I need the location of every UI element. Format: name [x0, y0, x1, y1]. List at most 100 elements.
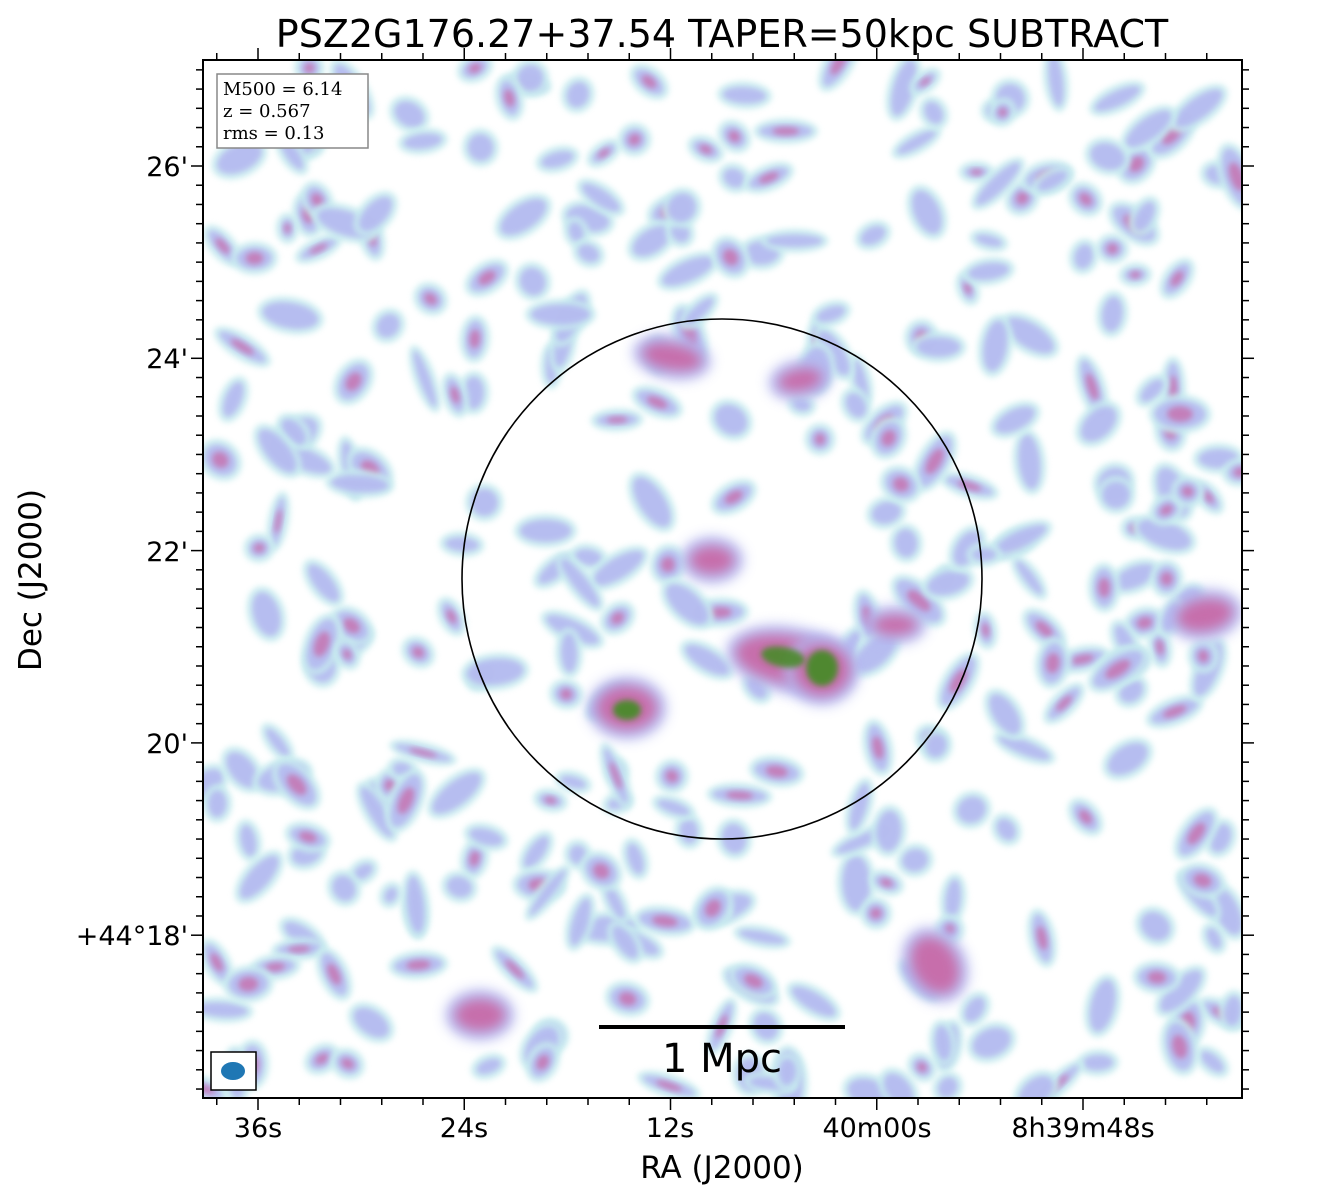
- emission-blob: [761, 646, 805, 668]
- emission-blob: [517, 64, 544, 91]
- emission-blob: [446, 876, 472, 898]
- emission-blob: [911, 190, 942, 235]
- emission-blob: [894, 529, 918, 558]
- emission-blob: [870, 907, 882, 919]
- emission-blob: [738, 929, 786, 944]
- emission-blob: [1101, 296, 1123, 332]
- emission-blob: [238, 976, 259, 992]
- emission-blob: [1198, 649, 1209, 663]
- emission-blob: [1129, 271, 1141, 279]
- emission-blob: [652, 915, 678, 927]
- emission-blob: [893, 477, 909, 492]
- emission-blob: [577, 244, 600, 263]
- emission-blob: [215, 238, 230, 254]
- emission-blob: [684, 297, 714, 325]
- emission-blob: [662, 256, 714, 286]
- emission-blob: [1125, 110, 1172, 148]
- emission-blob: [816, 305, 846, 323]
- emission-blob: [1156, 639, 1164, 655]
- emission-blob: [1202, 490, 1214, 504]
- emission-blob: [1167, 406, 1193, 422]
- emission-blob: [705, 899, 721, 917]
- emission-blob: [1018, 1075, 1054, 1098]
- emission-blob: [592, 550, 644, 586]
- emission-blob: [1128, 156, 1144, 172]
- emission-blob: [470, 488, 498, 516]
- y-tick-label: 20': [146, 729, 188, 760]
- emission-blob: [1140, 911, 1171, 941]
- emission-blob: [852, 359, 869, 401]
- x-tick-label: 36s: [234, 1113, 282, 1144]
- emission-blob: [606, 416, 628, 424]
- emission-blob: [1107, 742, 1148, 775]
- info-redshift: z = 0.567: [223, 101, 311, 122]
- emission-blob: [766, 234, 823, 248]
- emission-blob: [455, 999, 505, 1031]
- axis-ticks: [191, 48, 1254, 1110]
- emission-blob: [566, 81, 590, 108]
- emission-blob: [544, 796, 557, 804]
- emission-blob: [397, 787, 415, 814]
- emission-blob: [536, 1054, 549, 1070]
- y-tick-label: 24': [146, 344, 188, 375]
- emission-blob: [353, 1007, 389, 1038]
- emission-blob: [881, 430, 896, 447]
- emission-blob: [469, 828, 504, 846]
- emission-blob: [925, 448, 944, 475]
- emission-blob: [265, 728, 290, 757]
- emission-blob: [927, 571, 970, 596]
- plot-title: PSZ2G176.27+37.54 TAPER=50kpc SUBTRACT: [276, 12, 1169, 56]
- emission-blob: [1102, 481, 1130, 509]
- emission-blob: [1016, 191, 1029, 205]
- emission-blob: [628, 133, 641, 146]
- emission-blob: [1177, 598, 1233, 632]
- emission-blob: [937, 1077, 958, 1098]
- emission-blob: [581, 183, 620, 212]
- emission-blob: [406, 960, 431, 970]
- emission-blob: [408, 748, 438, 758]
- emission-blob: [478, 270, 496, 285]
- emission-blob: [530, 304, 591, 325]
- emission-blob: [791, 986, 836, 1017]
- emission-blob: [945, 878, 961, 920]
- emission-blob: [574, 549, 603, 566]
- emission-blob: [252, 592, 281, 637]
- emission-blob: [998, 107, 1008, 117]
- emission-blob: [245, 252, 264, 265]
- emission-blob: [907, 590, 931, 612]
- emission-blob: [1098, 577, 1111, 598]
- emission-blob: [222, 381, 244, 417]
- x-tick-label: 8h39m48s: [1011, 1113, 1154, 1144]
- emission-blob: [1018, 434, 1041, 490]
- emission-blob: [1074, 244, 1094, 269]
- emission-blob: [345, 372, 362, 391]
- emission-blob: [284, 223, 291, 234]
- emission-blob: [996, 818, 1016, 841]
- emission-blob: [1079, 192, 1093, 206]
- emission-blob: [964, 282, 972, 295]
- emission-blob: [981, 623, 990, 638]
- emission-blob: [529, 869, 566, 916]
- emission-blob: [778, 368, 822, 392]
- emission-blob: [500, 198, 547, 236]
- emission-blob: [281, 418, 306, 445]
- emission-blob: [1119, 679, 1144, 703]
- emission-blob: [560, 633, 578, 673]
- emission-blob: [519, 267, 546, 296]
- emission-blob: [253, 543, 265, 553]
- emission-blob: [609, 761, 622, 790]
- emission-blob: [1187, 822, 1206, 845]
- emission-blob: [613, 700, 641, 720]
- emission-blob: [450, 386, 460, 404]
- emission-blob: [1147, 971, 1167, 984]
- emission-blob: [1138, 519, 1191, 550]
- emission-blob: [1089, 979, 1116, 1032]
- noise-blobs: [203, 60, 1242, 1098]
- emission-blob: [873, 615, 917, 635]
- emission-blob: [258, 429, 297, 473]
- emission-blob: [871, 501, 902, 524]
- emission-blob: [842, 855, 871, 911]
- emission-blob: [359, 196, 393, 231]
- emission-blob: [690, 546, 734, 574]
- emission-blob: [725, 791, 754, 800]
